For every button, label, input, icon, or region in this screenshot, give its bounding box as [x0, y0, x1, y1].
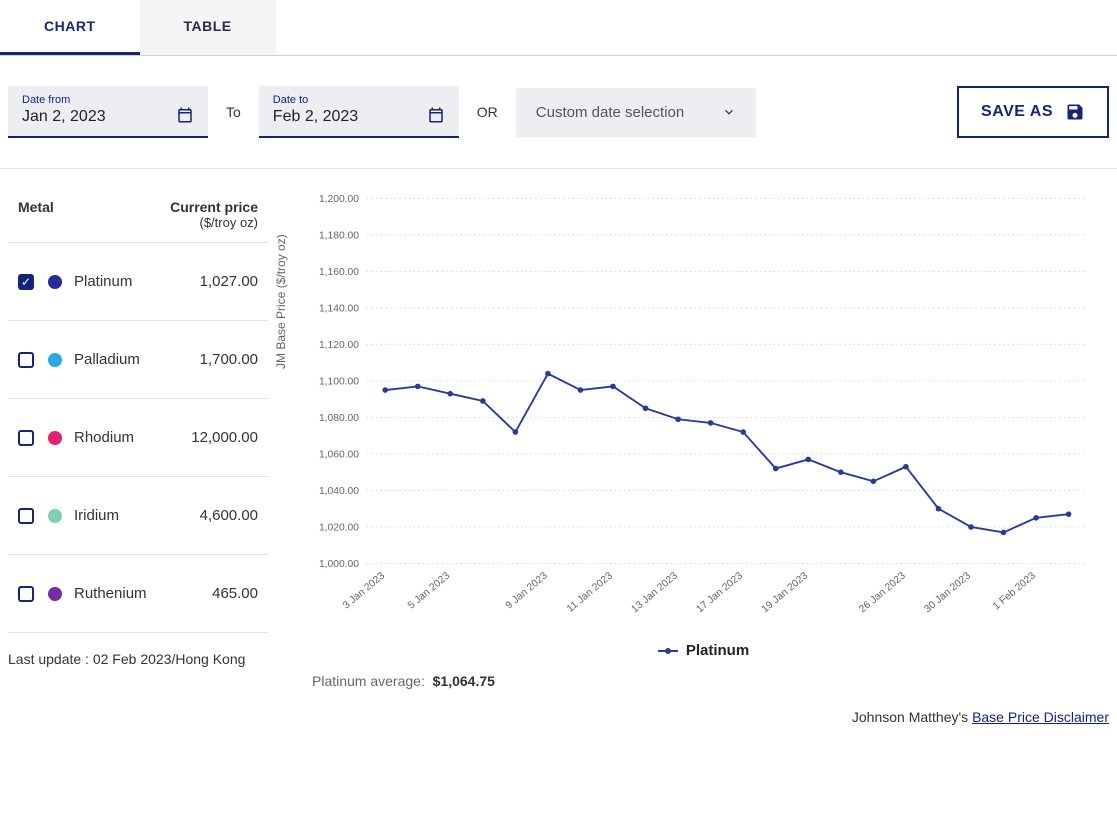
main-content: Metal Current price ($/troy oz) Platinum…: [0, 169, 1117, 699]
to-label: To: [226, 104, 241, 120]
svg-text:1,000.00: 1,000.00: [319, 559, 359, 570]
price-chart: JM Base Price ($/troy oz) 1,000.00 1,020.…: [268, 169, 1109, 699]
save-as-label: SAVE AS: [981, 103, 1053, 121]
disclaimer-link[interactable]: Base Price Disclaimer: [972, 709, 1109, 725]
metal-name: Iridium: [74, 507, 119, 524]
chart-average: Platinum average: $1,064.75: [308, 667, 1099, 689]
metal-row[interactable]: Palladium 1,700.00: [8, 321, 268, 399]
metal-color-dot: [48, 353, 62, 367]
tab-chart[interactable]: CHART: [0, 0, 140, 55]
col-price-label: Current price ($/troy oz): [170, 199, 258, 230]
metal-name: Platinum: [74, 273, 132, 290]
svg-text:1,180.00: 1,180.00: [319, 231, 359, 242]
date-from-label: Date from: [22, 94, 194, 106]
date-from-field[interactable]: Date from Jan 2, 2023: [8, 86, 208, 138]
svg-text:17 Jan 2023: 17 Jan 2023: [695, 570, 746, 615]
chart-canvas[interactable]: 1,000.00 1,020.00 1,040.00 1,060.00 1,080.00…: [308, 189, 1099, 629]
metal-name: Ruthenium: [74, 585, 147, 602]
svg-text:5 Jan 2023: 5 Jan 2023: [406, 570, 452, 611]
footer: Johnson Matthey's Base Price Disclaimer: [0, 699, 1117, 725]
metal-checkbox[interactable]: [18, 274, 34, 290]
svg-text:13 Jan 2023: 13 Jan 2023: [630, 570, 681, 615]
last-update: Last update : 02 Feb 2023/Hong Kong: [8, 633, 268, 667]
date-to-value: Feb 2, 2023: [273, 108, 445, 126]
calendar-icon: [427, 106, 445, 124]
date-to-label: Date to: [273, 94, 445, 106]
tab-table[interactable]: TABLE: [140, 0, 276, 55]
svg-text:1,140.00: 1,140.00: [319, 304, 359, 315]
controls-bar: Date from Jan 2, 2023 To Date to Feb 2, …: [0, 56, 1117, 169]
metal-color-dot: [48, 431, 62, 445]
svg-text:1,080.00: 1,080.00: [319, 413, 359, 424]
svg-text:1 Feb 2023: 1 Feb 2023: [991, 570, 1038, 612]
y-axis-label: JM Base Price ($/troy oz): [274, 234, 288, 369]
chevron-down-icon: [722, 105, 736, 119]
metal-row[interactable]: Ruthenium 465.00: [8, 555, 268, 633]
svg-text:1,060.00: 1,060.00: [319, 450, 359, 461]
metal-name: Rhodium: [74, 429, 134, 446]
date-to-field[interactable]: Date to Feb 2, 2023: [259, 86, 459, 138]
legend-label: Platinum: [686, 642, 749, 659]
metal-price: 465.00: [212, 585, 258, 602]
metal-name: Palladium: [74, 351, 140, 368]
save-as-button[interactable]: SAVE AS: [957, 86, 1109, 138]
metal-checkbox[interactable]: [18, 430, 34, 446]
metal-color-dot: [48, 509, 62, 523]
metal-color-dot: [48, 587, 62, 601]
svg-text:1,020.00: 1,020.00: [319, 523, 359, 534]
metal-color-dot: [48, 275, 62, 289]
custom-date-select[interactable]: Custom date selection: [516, 88, 756, 137]
metal-price: 4,600.00: [200, 507, 258, 524]
svg-text:9 Jan 2023: 9 Jan 2023: [504, 570, 550, 611]
calendar-icon: [176, 106, 194, 124]
svg-text:1,040.00: 1,040.00: [319, 486, 359, 497]
or-label: OR: [477, 104, 498, 120]
metal-checkbox[interactable]: [18, 586, 34, 602]
svg-text:19 Jan 2023: 19 Jan 2023: [760, 570, 811, 615]
metal-row[interactable]: Platinum 1,027.00: [8, 243, 268, 321]
metal-row[interactable]: Iridium 4,600.00: [8, 477, 268, 555]
svg-text:1,200.00: 1,200.00: [319, 194, 359, 205]
metal-checkbox[interactable]: [18, 508, 34, 524]
save-icon: [1065, 102, 1085, 122]
view-tabs: CHART TABLE: [0, 0, 1117, 56]
svg-text:1,160.00: 1,160.00: [319, 267, 359, 278]
chart-legend: Platinum: [308, 634, 1099, 667]
svg-text:30 Jan 2023: 30 Jan 2023: [922, 570, 973, 615]
metal-price: 1,700.00: [200, 351, 258, 368]
svg-text:26 Jan 2023: 26 Jan 2023: [857, 570, 908, 615]
col-metal-label: Metal: [18, 199, 54, 230]
metal-price: 1,027.00: [200, 273, 258, 290]
metal-price: 12,000.00: [191, 429, 258, 446]
metals-sidebar: Metal Current price ($/troy oz) Platinum…: [8, 169, 268, 699]
svg-text:11 Jan 2023: 11 Jan 2023: [565, 570, 615, 614]
svg-text:1,100.00: 1,100.00: [319, 377, 359, 388]
sidebar-header: Metal Current price ($/troy oz): [8, 169, 268, 243]
custom-date-label: Custom date selection: [536, 104, 684, 121]
metal-row[interactable]: Rhodium 12,000.00: [8, 399, 268, 477]
svg-text:1,120.00: 1,120.00: [319, 340, 359, 351]
metal-checkbox[interactable]: [18, 352, 34, 368]
date-from-value: Jan 2, 2023: [22, 108, 194, 126]
svg-text:3 Jan 2023: 3 Jan 2023: [341, 570, 387, 611]
legend-marker: [658, 650, 678, 652]
